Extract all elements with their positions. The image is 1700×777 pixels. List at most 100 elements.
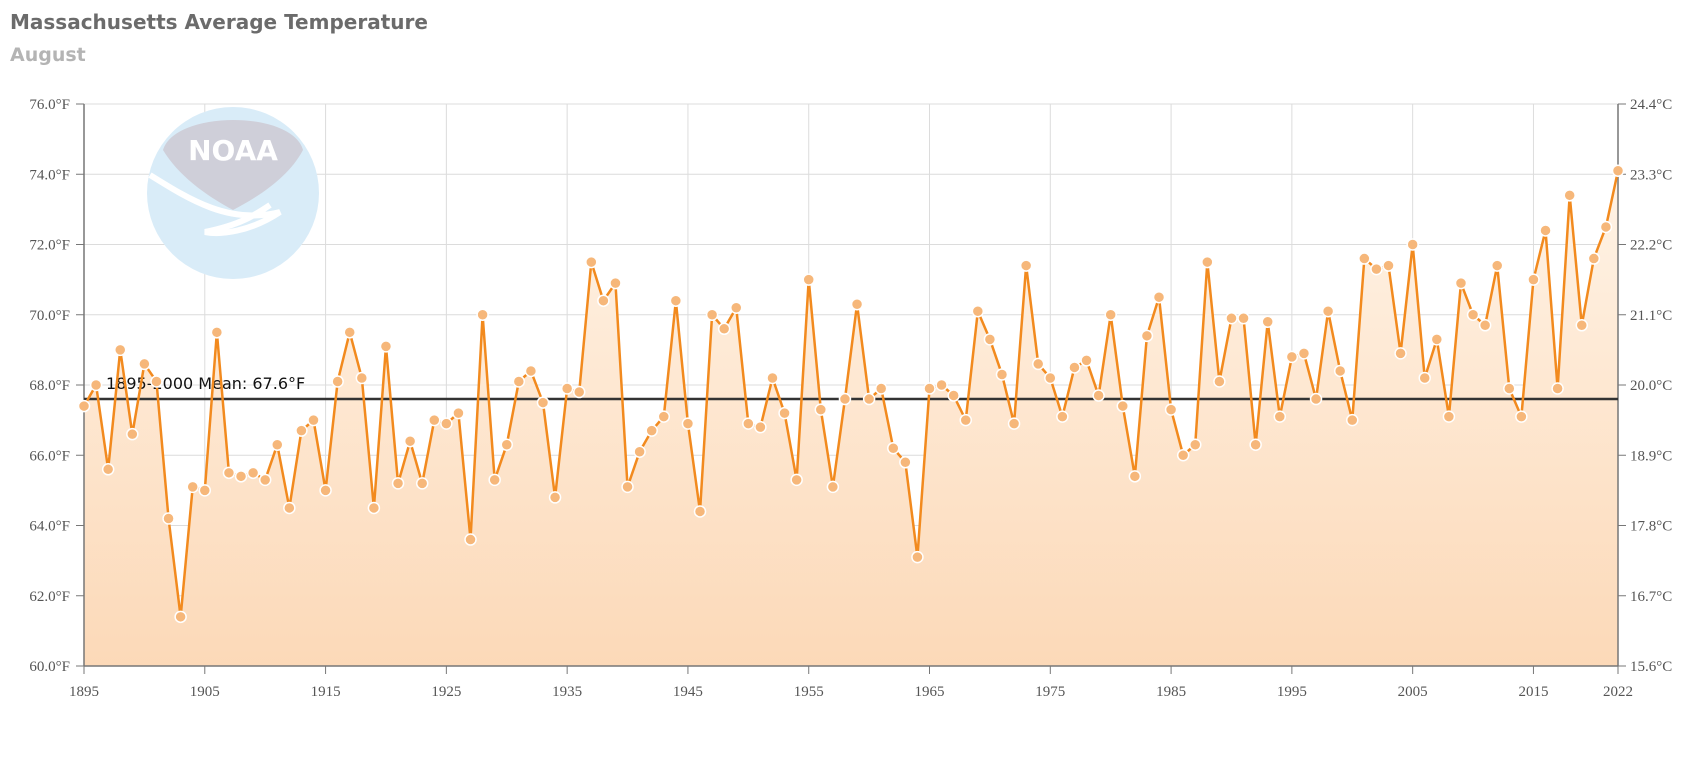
data-point (705, 308, 719, 321)
data-point (826, 480, 840, 494)
data-points (77, 164, 1625, 624)
data-point (367, 501, 381, 515)
data-point (1273, 410, 1287, 423)
y2-tick-label: 21.1°C (1630, 308, 1672, 324)
data-point (1346, 413, 1359, 427)
x-tick-label: 1895 (69, 684, 99, 700)
y2-tick-label: 15.6°C (1630, 659, 1672, 675)
y2-tick-label: 23.3°C (1630, 167, 1672, 183)
data-point (548, 491, 562, 504)
data-point (258, 473, 272, 487)
data-point (693, 505, 707, 518)
data-point (1382, 259, 1395, 272)
series-line (82, 170, 1620, 619)
data-point (1599, 220, 1613, 234)
data-point (295, 424, 308, 437)
data-point (174, 610, 187, 624)
data-point (959, 413, 972, 427)
data-point (838, 392, 852, 406)
data-point (814, 403, 828, 416)
data-point (597, 294, 610, 307)
data-point (488, 473, 501, 487)
x-tick-label: 1985 (1156, 684, 1186, 700)
data-point (995, 368, 1009, 381)
data-point (1297, 347, 1311, 360)
data-point (138, 357, 151, 371)
data-point (1237, 312, 1250, 325)
data-point (887, 441, 900, 455)
axes: 60.0°F 15.6°C 62.0°F 16.7°C 64.0°F 17.8°C 66.0… (29, 97, 1672, 700)
chart-subtitle: August (10, 44, 86, 66)
data-point (621, 480, 634, 494)
data-point (1128, 470, 1142, 483)
data-point (1370, 262, 1383, 276)
data-point (983, 333, 997, 346)
data-point (210, 326, 224, 339)
data-point (1563, 189, 1576, 202)
data-point (77, 399, 91, 413)
data-point (1176, 449, 1190, 462)
data-point (476, 308, 489, 321)
data-point (874, 382, 888, 395)
y2-tick-label: 16.7°C (1630, 589, 1672, 605)
data-point (186, 480, 199, 494)
data-point (222, 466, 236, 480)
data-point (1418, 371, 1431, 385)
y-tick-label: 66.0°F (29, 448, 70, 464)
x-tick-label: 1935 (552, 684, 582, 700)
data-point (440, 417, 453, 430)
data-point (1019, 259, 1033, 272)
data-point (1152, 290, 1166, 304)
data-point (850, 297, 864, 311)
data-point (730, 301, 743, 314)
data-point (1080, 354, 1093, 367)
noaa-logo: NOAA (147, 107, 319, 279)
data-point (1104, 308, 1117, 321)
data-point (645, 424, 658, 437)
data-point (585, 255, 598, 269)
data-point (899, 456, 912, 469)
data-point (524, 364, 538, 378)
data-point (1321, 304, 1335, 318)
data-point (403, 434, 417, 448)
x-tick-label: 2015 (1518, 684, 1548, 700)
data-point (1056, 410, 1069, 423)
y2-tick-label: 22.2°C (1630, 238, 1672, 254)
y-tick-label: 74.0°F (29, 167, 70, 183)
data-point (971, 304, 985, 318)
data-point (1454, 276, 1468, 290)
data-point (766, 371, 779, 385)
data-point (1611, 164, 1625, 177)
x-tick-label: 1945 (673, 684, 703, 700)
data-point (331, 375, 344, 388)
data-point (1249, 438, 1262, 451)
data-point (1587, 252, 1601, 265)
data-point (862, 392, 876, 406)
data-point (1044, 371, 1057, 385)
data-point (754, 420, 767, 434)
data-point (1333, 364, 1347, 378)
data-point (343, 326, 356, 339)
y-tick-label: 72.0°F (29, 238, 70, 254)
data-point (681, 417, 695, 430)
chart-title: Massachusetts Average Temperature (10, 10, 428, 34)
data-point (415, 477, 429, 490)
x-tick-label: 1915 (311, 684, 341, 700)
data-point (1140, 329, 1154, 343)
data-point (1213, 375, 1226, 388)
data-point (1478, 319, 1492, 332)
y2-tick-label: 18.9°C (1630, 448, 1672, 464)
data-point (89, 378, 103, 392)
data-point (1225, 312, 1238, 325)
data-point (428, 413, 441, 427)
x-tick-label: 1965 (915, 684, 945, 700)
data-point (1309, 392, 1323, 406)
data-point (1490, 259, 1504, 272)
data-point (1031, 357, 1045, 371)
data-point (1261, 315, 1274, 329)
data-point (1201, 255, 1214, 269)
x-tick-label: 1925 (431, 684, 461, 700)
data-point (911, 550, 924, 564)
data-point (572, 385, 586, 399)
data-point (717, 322, 731, 336)
